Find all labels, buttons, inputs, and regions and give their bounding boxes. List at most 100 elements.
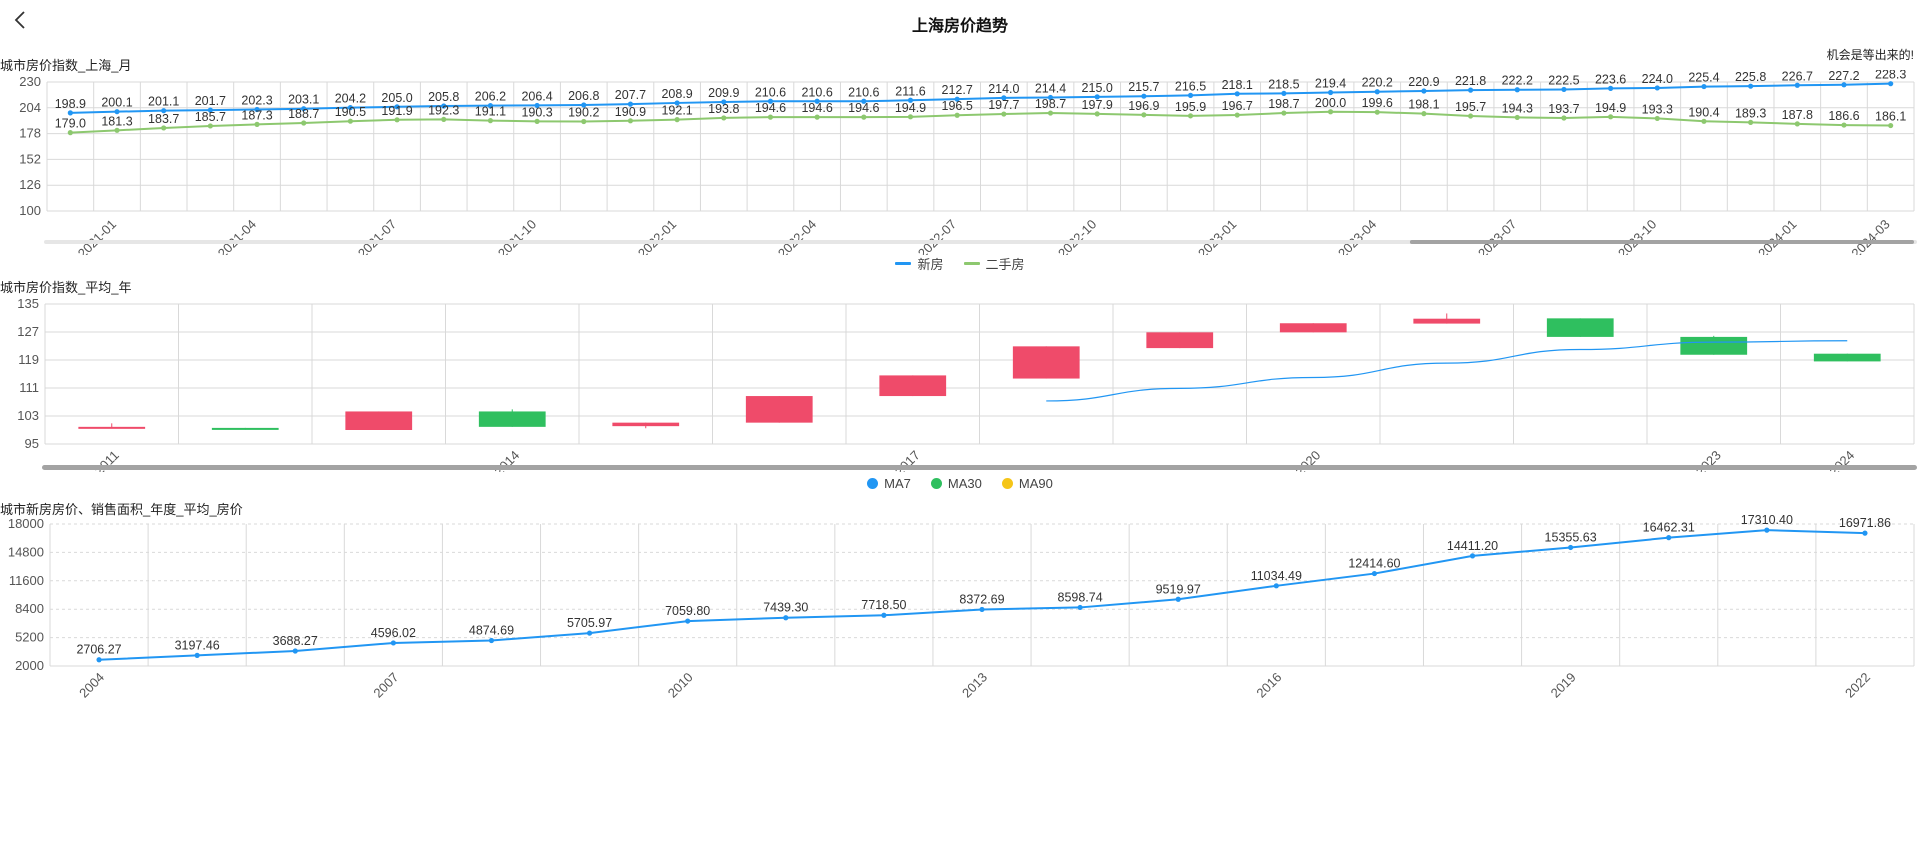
new-house-point [1187, 92, 1194, 98]
new-house-point [1654, 85, 1660, 91]
back-arrow-icon[interactable] [10, 8, 32, 32]
second-house-point [114, 127, 120, 133]
monthly-index-chart[interactable]: 100 126 152 178 204 230 2021-01 2021-04 2021-07 2… [0, 70, 1920, 255]
second-house-point [1187, 113, 1194, 119]
new-house-value-label: 219.4 [1315, 77, 1346, 91]
second-house-value-label: 194.3 [1502, 101, 1533, 115]
legend-item-second-house[interactable]: 二手房 [963, 254, 1025, 273]
new-house-point [814, 98, 820, 104]
new-house-point [1841, 82, 1847, 88]
legend-label: MA7 [884, 476, 911, 491]
price-value-label: 8372.69 [959, 592, 1004, 606]
price-value-label: 4874.69 [469, 623, 514, 637]
new-house-point [721, 99, 727, 105]
second-house-value-label: 193.3 [1642, 102, 1673, 116]
price-point [488, 637, 495, 644]
candle-body [1012, 346, 1080, 379]
second-house-point [1467, 113, 1474, 119]
legend-label: 二手房 [985, 257, 1025, 272]
second-house-value-label: 197.7 [988, 98, 1019, 112]
second-house-value-label: 196.9 [1128, 99, 1159, 113]
new-house-point [1467, 87, 1474, 93]
y-tick-label: 2000 [15, 658, 44, 673]
new-house-value-label: 214.0 [988, 82, 1019, 96]
legend-item-ma7[interactable]: MA7 [867, 476, 911, 491]
second-house-value-label: 186.6 [1828, 109, 1859, 123]
second-house-value-label: 190.3 [521, 105, 552, 119]
second-house-point [441, 116, 447, 123]
candle-body [1680, 336, 1748, 355]
second-house-value-label: 194.9 [1595, 101, 1626, 115]
annual-price-chart[interactable]: 2000 5200 8400 11600 14800 18000 2004 2007 2010 2… [0, 514, 1920, 842]
second-house-value-label: 198.7 [1268, 97, 1299, 111]
second-house-point [1421, 111, 1427, 117]
price-value-label: 4596.02 [371, 626, 416, 640]
second-house-point [627, 118, 634, 124]
legend-item-ma90[interactable]: MA90 [1001, 476, 1053, 491]
price-point [292, 648, 298, 654]
y-tick-label: 230 [19, 74, 41, 89]
second-house-point [254, 121, 260, 127]
new-house-value-label: 222.5 [1548, 73, 1579, 87]
second-house-value-label: 191.1 [475, 105, 506, 119]
second-house-point [814, 114, 820, 120]
new-house-point [1327, 89, 1334, 96]
price-value-label: 7439.30 [763, 601, 808, 615]
y-tick-label: 103 [17, 408, 39, 423]
second-house-point [1748, 119, 1754, 125]
second-house-value-label: 194.6 [801, 101, 832, 115]
x-tick-label: 2023-01 [1195, 217, 1239, 255]
new-house-point [907, 97, 914, 103]
new-house-point [1094, 94, 1100, 100]
second-house-value-label: 192.1 [661, 104, 692, 118]
legend-swatch [963, 262, 980, 265]
new-house-point [1794, 82, 1800, 88]
new-house-point [1608, 85, 1614, 91]
zoom-slider-handle[interactable] [1409, 240, 1914, 244]
y-tick-label: 126 [19, 177, 41, 192]
x-tick-label: 2023-04 [1335, 217, 1379, 255]
second-house-value-label: 190.5 [335, 105, 366, 119]
price-value-label: 3688.27 [273, 634, 318, 648]
second-house-value-label: 200.0 [1315, 96, 1346, 110]
new-house-value-label: 202.3 [241, 93, 272, 107]
second-house-point [861, 114, 867, 120]
second-house-value-label: 198.7 [1035, 97, 1066, 111]
x-tick-label: 2004 [76, 670, 107, 701]
candle-body [1279, 323, 1347, 333]
legend-swatch [867, 478, 879, 489]
new-house-value-label: 205.8 [428, 90, 459, 104]
second-house-point [1701, 118, 1707, 124]
second-house-point [1794, 121, 1800, 127]
second-house-point [1654, 115, 1660, 122]
new-house-value-label: 206.4 [521, 89, 552, 103]
zoom-slider-handle[interactable] [42, 465, 1917, 470]
new-house-value-label: 206.2 [475, 90, 506, 104]
y-tick-label: 127 [17, 324, 39, 339]
new-house-point [1888, 81, 1894, 87]
price-point [1273, 583, 1279, 589]
new-house-value-label: 214.4 [1035, 81, 1066, 95]
new-house-point [627, 101, 634, 107]
new-house-value-label: 227.2 [1828, 70, 1859, 83]
second-house-point [767, 114, 774, 120]
second-house-value-label: 181.3 [101, 114, 132, 128]
legend-item-ma30[interactable]: MA30 [930, 476, 982, 491]
new-house-value-label: 223.6 [1595, 72, 1626, 86]
new-house-value-label: 218.5 [1268, 77, 1299, 91]
new-house-point [1514, 87, 1520, 93]
new-house-value-label: 211.6 [895, 84, 925, 98]
legend-item-new-house[interactable]: 新房 [895, 254, 944, 273]
y-tick-label: 14800 [8, 544, 44, 559]
second-house-value-label: 191.9 [381, 104, 412, 118]
second-house-line [70, 110, 1891, 134]
page-title: 上海房价趋势 [911, 18, 1008, 35]
new-house-point [954, 96, 960, 102]
second-house-point [1841, 122, 1847, 128]
new-house-value-label: 226.7 [1782, 70, 1813, 83]
second-house-point [534, 118, 540, 124]
x-tick-label: 2022-07 [915, 217, 959, 255]
new-house-point [161, 108, 167, 114]
new-house-value-label: 200.1 [101, 96, 132, 110]
